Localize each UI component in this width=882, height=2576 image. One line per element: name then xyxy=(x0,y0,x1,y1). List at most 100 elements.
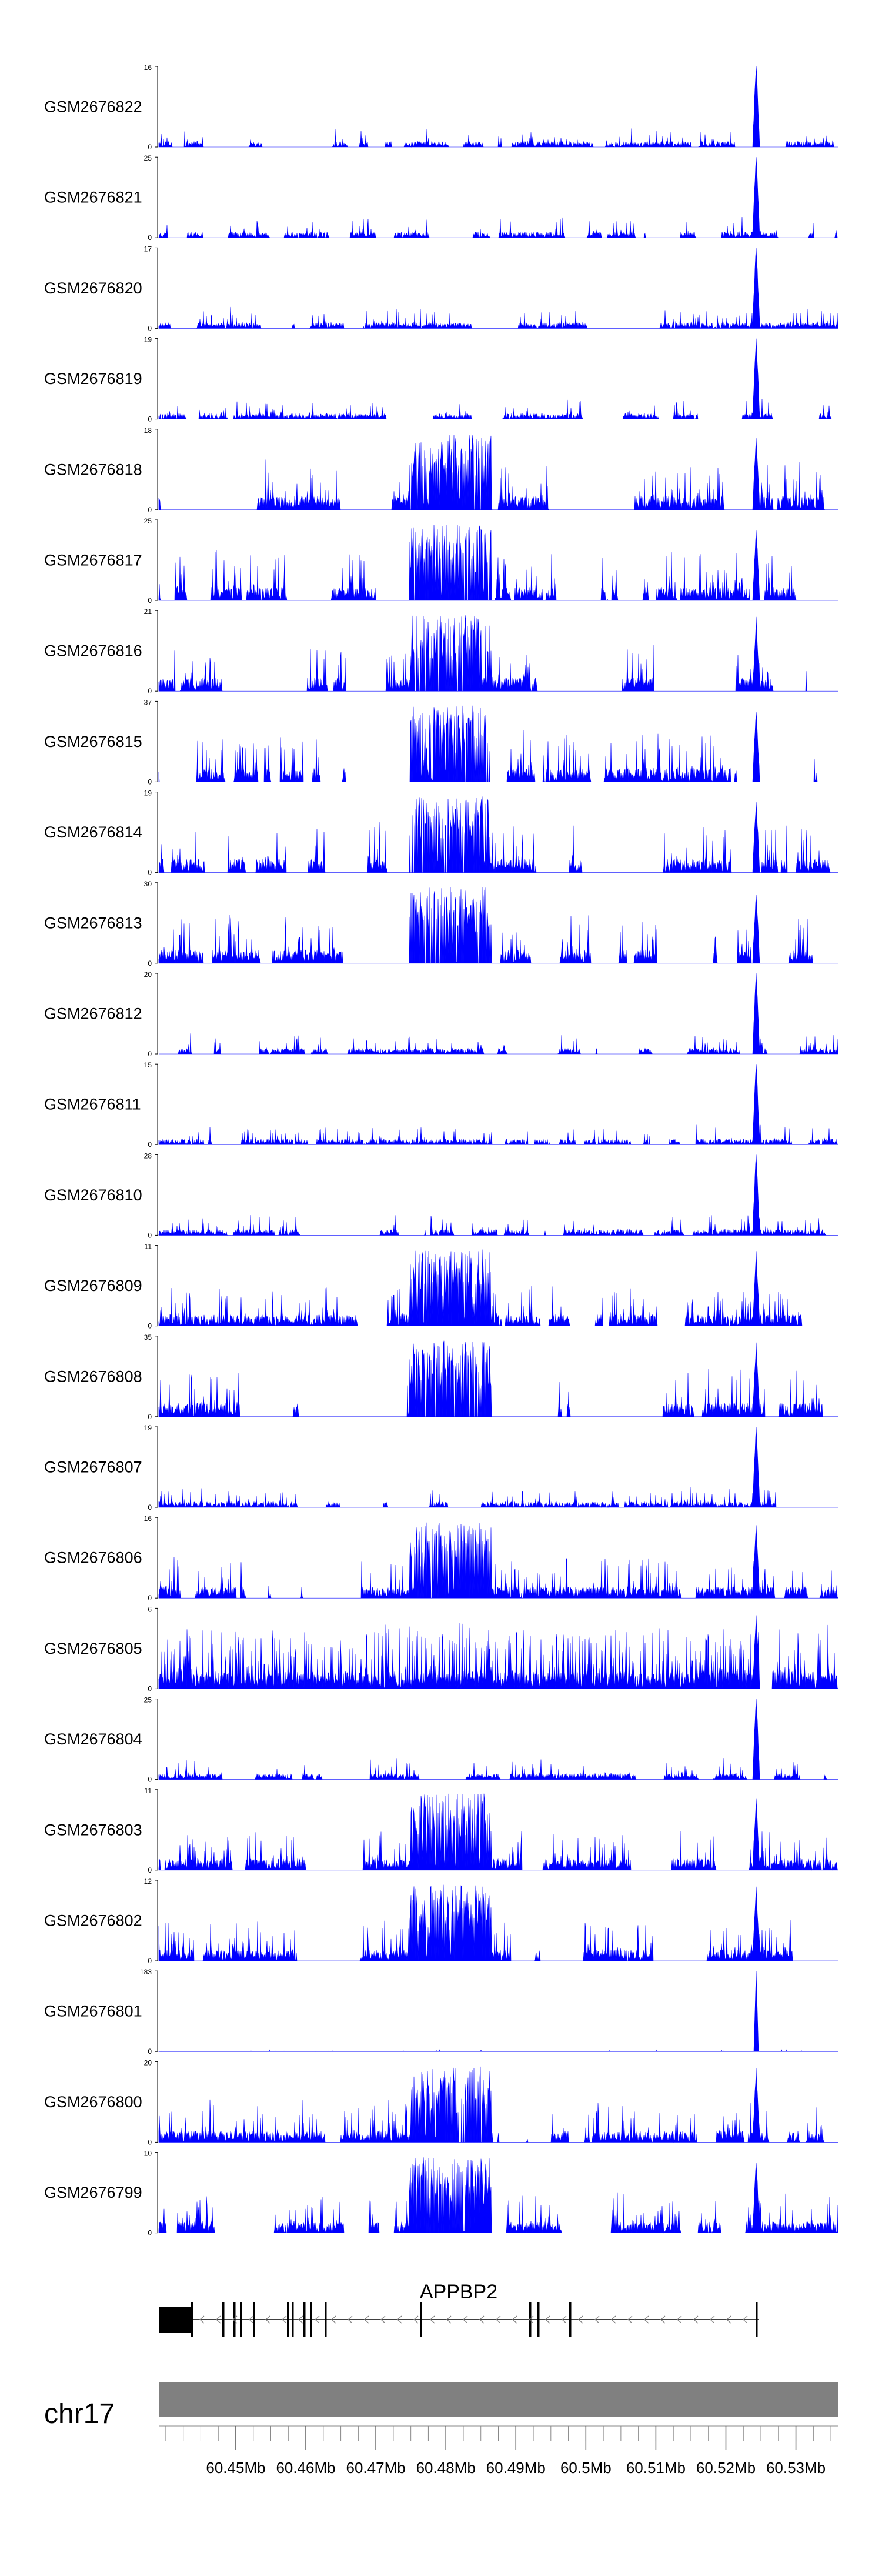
strand-arrow xyxy=(430,2315,435,2324)
y-min-label: 0 xyxy=(148,233,152,242)
track-label: GSM2676822 xyxy=(44,98,142,116)
track-label: GSM2676803 xyxy=(44,1821,142,1838)
y-max-label: 12 xyxy=(144,1877,152,1886)
x-tick-label: 60.51Mb xyxy=(626,2459,686,2477)
y-min-label: 0 xyxy=(148,869,152,877)
track-label: GSM2676806 xyxy=(44,1549,142,1567)
y-min-label: 0 xyxy=(148,1503,152,1511)
coverage-track: GSM2676820 17 0 xyxy=(44,245,838,332)
coverage-track: GSM2676819 19 0 xyxy=(44,336,838,423)
track-label: GSM2676807 xyxy=(44,1459,142,1476)
strand-arrow xyxy=(282,2315,287,2324)
track-label: GSM2676811 xyxy=(44,1096,141,1113)
coverage-track: GSM2676799 10 0 xyxy=(44,2150,838,2237)
strand-arrow xyxy=(562,2315,567,2324)
coverage-area xyxy=(158,1426,838,1509)
y-min-label: 0 xyxy=(148,506,152,514)
x-tick-label: 60.52Mb xyxy=(696,2459,756,2477)
coverage-track: GSM2676802 12 0 xyxy=(44,1877,838,1965)
strand-arrow xyxy=(216,2315,221,2324)
coverage-area xyxy=(158,887,838,964)
strand-arrow xyxy=(249,2315,254,2324)
strand-arrow xyxy=(380,2315,386,2324)
strand-arrow xyxy=(611,2315,616,2324)
strand-arrow xyxy=(710,2315,715,2324)
strand-arrow xyxy=(199,2315,205,2324)
y-min-label: 0 xyxy=(148,2229,152,2237)
coverage-track: GSM2676814 19 0 xyxy=(44,789,838,877)
exon xyxy=(191,2302,193,2337)
strand-arrow xyxy=(463,2315,468,2324)
coverage-area xyxy=(158,1064,838,1146)
ideogram-bar xyxy=(159,2382,838,2417)
track-label: GSM2676815 xyxy=(44,733,142,750)
coverage-area xyxy=(158,1154,838,1236)
strand-arrow xyxy=(545,2315,550,2324)
track-label: GSM2676800 xyxy=(44,2093,142,2111)
track-label: GSM2676814 xyxy=(44,823,142,841)
y-max-label: 35 xyxy=(144,1333,152,1342)
strand-arrow xyxy=(693,2315,699,2324)
y-max-label: 25 xyxy=(144,154,152,162)
y-min-label: 0 xyxy=(148,959,152,967)
strand-arrow xyxy=(743,2315,748,2324)
strand-arrow xyxy=(298,2315,303,2324)
track-label: GSM2676817 xyxy=(44,552,142,569)
coverage-track: GSM2676807 19 0 xyxy=(44,1424,838,1511)
y-min-label: 0 xyxy=(148,1050,152,1058)
coverage-area xyxy=(158,1884,838,1961)
track-label: GSM2676816 xyxy=(44,642,142,660)
y-max-label: 16 xyxy=(144,64,152,72)
exon xyxy=(569,2302,572,2337)
strand-arrow xyxy=(331,2315,336,2324)
coverage-track: GSM2676821 25 0 xyxy=(44,154,838,242)
strand-arrow xyxy=(578,2315,583,2324)
coverage-area xyxy=(158,615,838,692)
exon xyxy=(325,2302,327,2337)
chromosome-label: chr17 xyxy=(44,2398,115,2430)
y-min-label: 0 xyxy=(148,1684,152,1693)
strand-arrow xyxy=(627,2315,633,2324)
exon xyxy=(233,2302,236,2337)
track-label: GSM2676820 xyxy=(44,279,142,297)
gene-annotation-track: APPBP2 xyxy=(159,2281,759,2337)
coverage-area xyxy=(158,1522,838,1599)
track-label: GSM2676821 xyxy=(44,189,142,206)
coverage-track: GSM2676816 21 0 xyxy=(44,608,838,695)
y-min-label: 0 xyxy=(148,1594,152,1602)
coverage-area xyxy=(158,1615,838,1689)
strand-arrow xyxy=(232,2315,238,2324)
exon xyxy=(303,2302,306,2337)
exon xyxy=(310,2302,312,2337)
y-max-label: 10 xyxy=(144,2150,152,2158)
coverage-track: GSM2676801 183 0 xyxy=(44,1968,838,2056)
coverage-track: GSM2676809 11 0 xyxy=(44,1243,838,1330)
coverage-area xyxy=(158,1793,838,1871)
chromosome-ideogram-track: chr17 xyxy=(44,2382,838,2430)
track-label: GSM2676799 xyxy=(44,2184,142,2201)
y-max-label: 21 xyxy=(144,608,152,616)
track-label: GSM2676818 xyxy=(44,461,142,478)
track-label: GSM2676810 xyxy=(44,1186,142,1204)
track-label: GSM2676813 xyxy=(44,914,142,932)
y-min-label: 0 xyxy=(148,1413,152,1421)
x-tick-label: 60.47Mb xyxy=(346,2459,406,2477)
y-max-label: 20 xyxy=(144,970,152,979)
y-min-label: 0 xyxy=(148,415,152,423)
exon xyxy=(253,2302,255,2337)
strand-arrow xyxy=(677,2315,682,2324)
utr-block xyxy=(159,2307,191,2333)
coverage-area xyxy=(158,2157,838,2234)
coverage-area xyxy=(158,2066,838,2143)
strand-arrow xyxy=(348,2315,353,2324)
coverage-track: GSM2676805 6 0 xyxy=(44,1605,838,1693)
track-label: GSM2676809 xyxy=(44,1277,142,1294)
y-max-label: 19 xyxy=(144,1424,152,1432)
coverage-track: GSM2676810 28 0 xyxy=(44,1152,838,1239)
y-min-label: 0 xyxy=(148,2138,152,2146)
y-min-label: 0 xyxy=(148,596,152,605)
strand-arrow xyxy=(594,2315,600,2324)
exon xyxy=(756,2302,758,2337)
y-min-label: 0 xyxy=(148,1231,152,1239)
